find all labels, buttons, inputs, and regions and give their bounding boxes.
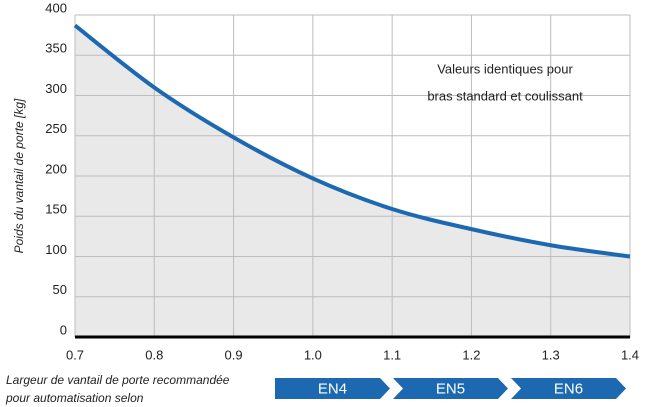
line xyxy=(73,23,631,259)
class-arrow xyxy=(275,378,390,399)
x-tick-label: 1.1 xyxy=(383,347,401,362)
y-tick-label: 150 xyxy=(45,202,67,217)
x-tick-label: 1.3 xyxy=(542,347,560,362)
y-tick-label: 0 xyxy=(60,322,67,337)
y-tick-label: 350 xyxy=(45,41,67,56)
x-tick-label: 0.7 xyxy=(66,347,84,362)
x-axis-label: pour automatisation selon xyxy=(5,391,144,405)
x-tick-label: 1.2 xyxy=(462,347,480,362)
x-tick-label: 0.9 xyxy=(225,347,243,362)
area xyxy=(75,25,630,338)
x-tick-label: 1.4 xyxy=(621,347,639,362)
y-tick-label: 100 xyxy=(45,242,67,257)
annotation: Valeurs identiques pour xyxy=(437,61,573,76)
annotation: bras standard et coulissant xyxy=(427,88,583,103)
x-tick-label: 0.8 xyxy=(145,347,163,362)
y-tick-label: 200 xyxy=(45,161,67,176)
y-tick-label: 300 xyxy=(45,81,67,96)
class-label: EN6 xyxy=(554,380,583,397)
y-tick-label: 250 xyxy=(45,121,67,136)
y-axis-label: Poids du vantail de porte [kg] xyxy=(12,98,26,253)
x-tick-label: 1.0 xyxy=(304,347,322,362)
y-tick-label: 400 xyxy=(45,0,67,15)
x-axis-label: Largeur de vantail de porte recommandée xyxy=(6,373,230,387)
y-tick-label: 50 xyxy=(53,282,67,297)
class-label: EN5 xyxy=(436,380,465,397)
class-arrow xyxy=(511,378,626,399)
class-arrow xyxy=(393,378,508,399)
class-label: EN4 xyxy=(318,380,347,397)
